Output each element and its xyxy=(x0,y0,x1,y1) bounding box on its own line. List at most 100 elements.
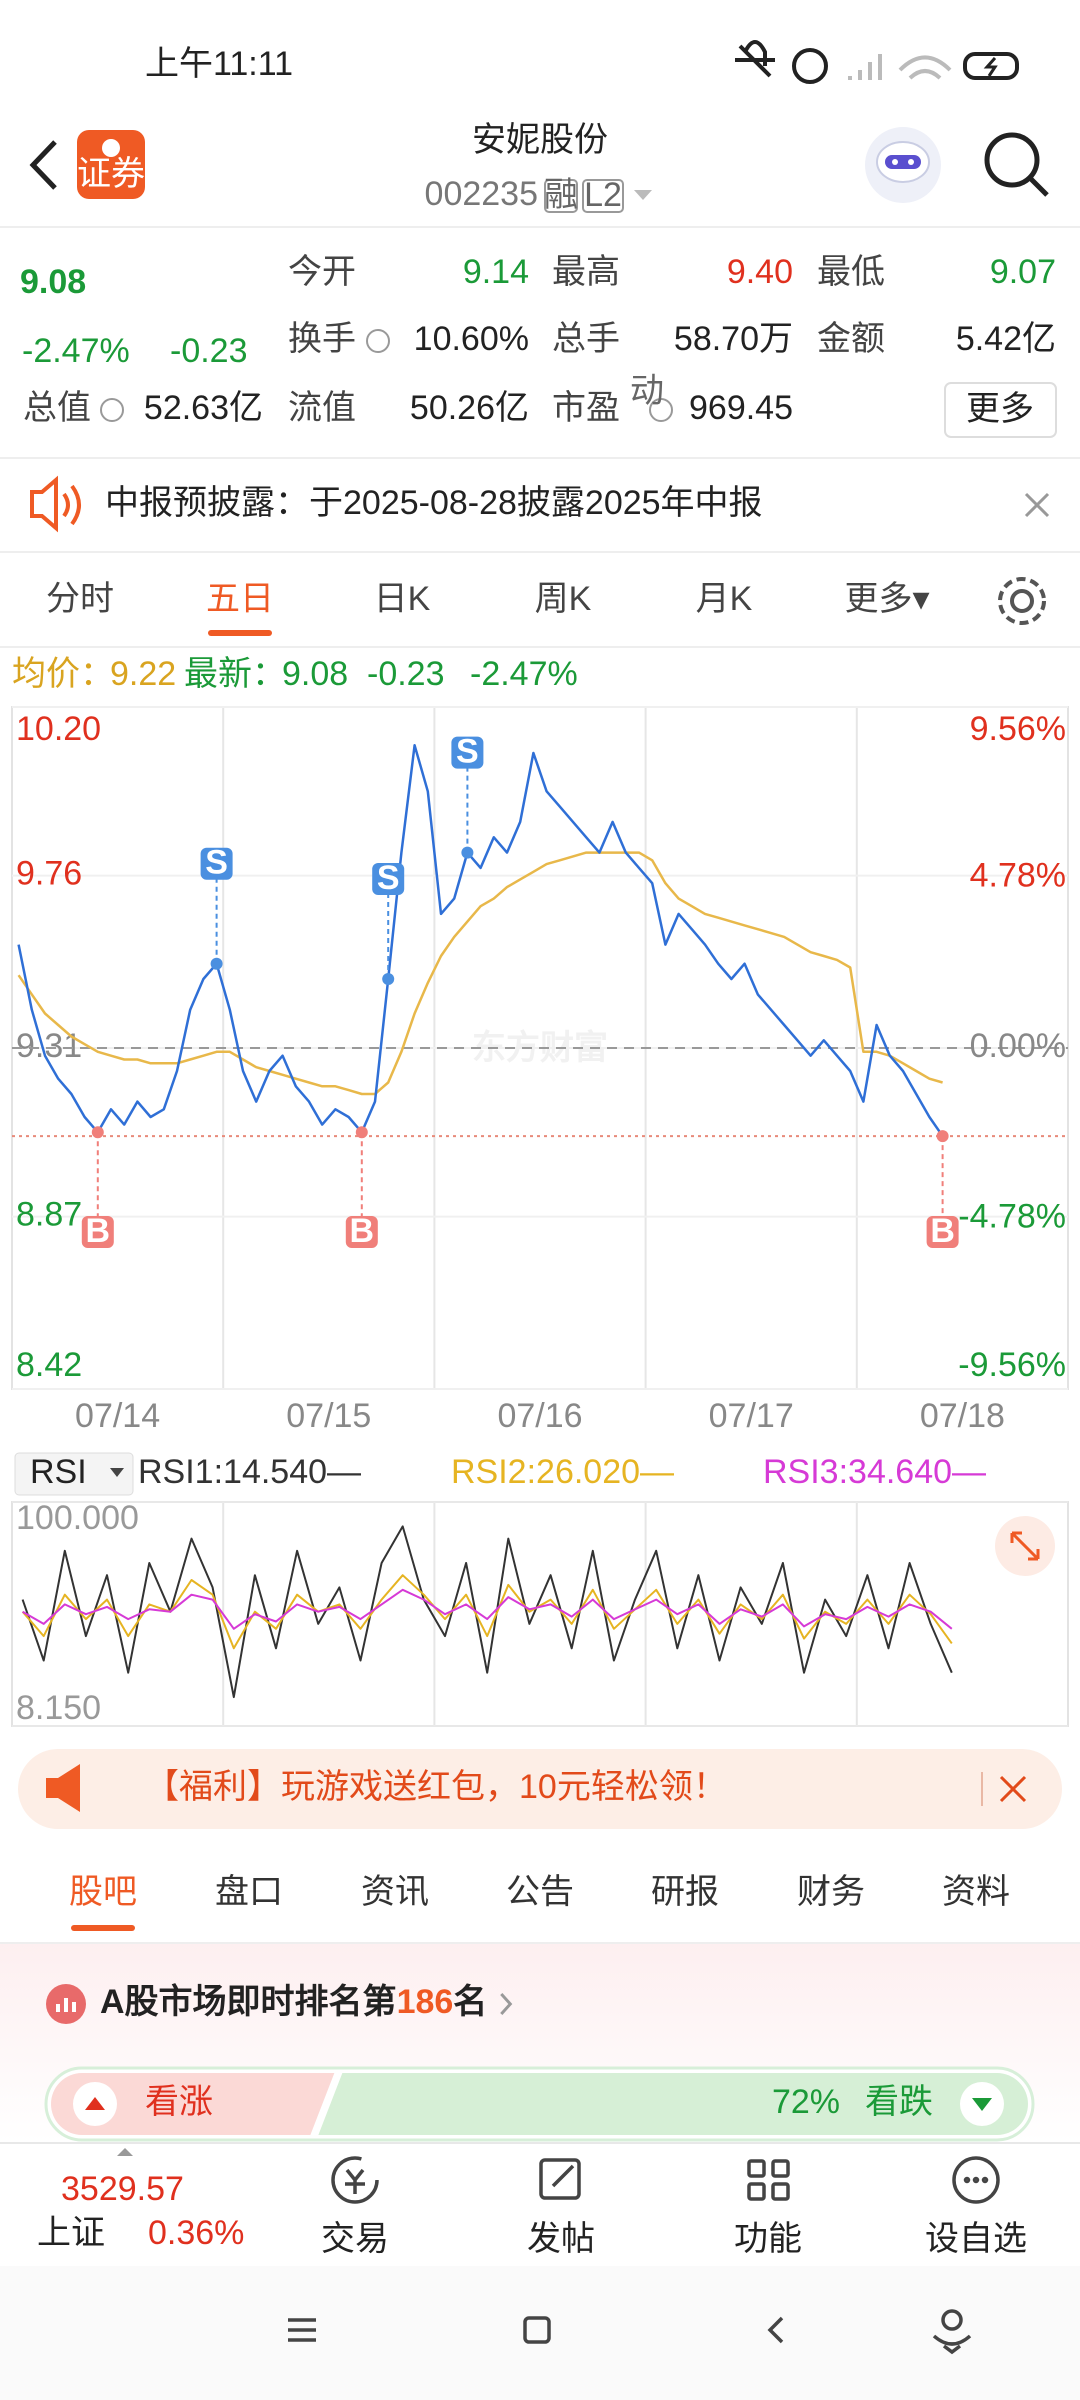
signal-badge[interactable] xyxy=(926,1216,959,1248)
info-avg-label: 均价： xyxy=(12,655,114,693)
ad-banner[interactable] xyxy=(18,1749,1062,1829)
nav-item[interactable]: 发帖 xyxy=(527,2220,595,2258)
nav-item[interactable]: 交易 xyxy=(321,2220,389,2258)
ad-text: 【福利】玩游戏送红包，10元轻松领！ xyxy=(145,1768,727,1806)
y-tick-label: 9.76 xyxy=(16,855,82,893)
y-tick-label: 9.31 xyxy=(16,1027,82,1065)
content-tab[interactable]: 研报 xyxy=(651,1873,719,1911)
content-tab[interactable]: 公告 xyxy=(506,1873,574,1911)
quote-label: 最低 xyxy=(817,253,885,291)
quote-label: 金额 xyxy=(817,320,885,358)
vote-bull-bar[interactable] xyxy=(51,2073,335,2135)
signal-point xyxy=(355,1126,368,1139)
chart-tab[interactable]: 月K xyxy=(696,580,753,618)
stock-name: 安妮股份 xyxy=(472,121,608,159)
index-value[interactable]: 3529.57 xyxy=(61,2170,184,2208)
last-price: 9.08 xyxy=(20,263,86,301)
divider xyxy=(0,2142,1080,2144)
signal-badge[interactable] xyxy=(200,847,233,880)
rank-icon-bars xyxy=(56,1998,76,2012)
assistant-avatar[interactable] xyxy=(865,127,941,203)
quote-value: 5.42亿 xyxy=(956,320,1056,358)
info-change: -0.23 xyxy=(367,655,445,693)
selector-caret xyxy=(110,1468,124,1477)
chart-tab[interactable]: 五日 xyxy=(206,580,274,618)
notice-text: 中报预披露：于2025-08-28披露2025年中报 xyxy=(105,484,763,522)
nav-item[interactable]: 设自选 xyxy=(925,2220,1027,2258)
content-tab[interactable]: 资料 xyxy=(942,1873,1010,1911)
signal-badge[interactable] xyxy=(451,736,484,769)
divider xyxy=(0,457,1080,459)
x-tick-label: 07/14 xyxy=(75,1397,160,1435)
divider xyxy=(0,551,1080,553)
more-button[interactable] xyxy=(944,382,1057,438)
stock-code: 002235 xyxy=(425,175,538,213)
nav-item[interactable]: 功能 xyxy=(734,2220,802,2258)
signal-label: B xyxy=(86,1212,111,1250)
divider xyxy=(0,1942,1080,1944)
signal-badge[interactable] xyxy=(345,1216,378,1248)
tag-margin: 融 xyxy=(544,176,578,214)
nav-icons xyxy=(331,2156,1000,2204)
quote-label: 总值 xyxy=(23,389,91,427)
index-name: 上证 xyxy=(37,2214,105,2252)
app-logo[interactable] xyxy=(77,130,145,199)
index-change: 0.36% xyxy=(148,2214,244,2252)
settings-button[interactable] xyxy=(998,577,1046,625)
expand-icon xyxy=(1010,1531,1040,1561)
chart-tab[interactable]: 更多▾ xyxy=(844,580,929,618)
signal-badge[interactable] xyxy=(81,1216,114,1248)
quote-value: 969.45 xyxy=(689,389,793,427)
rank-number: 186 xyxy=(397,1983,454,2021)
tab-indicator xyxy=(208,630,272,636)
search-button[interactable] xyxy=(984,132,1049,197)
content-tab[interactable]: 盘口 xyxy=(215,1873,283,1911)
indicator-selector[interactable] xyxy=(14,1452,134,1496)
chart-tab[interactable]: 周K xyxy=(535,580,592,618)
chart-tab[interactable]: 分时 xyxy=(46,580,114,618)
x-tick-label: 07/15 xyxy=(286,1397,371,1435)
legend-entry: RSI3:34.640— xyxy=(763,1453,986,1491)
signal-label: S xyxy=(456,733,479,771)
signal-badge[interactable] xyxy=(372,863,405,896)
more-button-label: 更多 xyxy=(966,390,1034,428)
tag-l2: L2 xyxy=(584,176,622,214)
index-caret xyxy=(117,2148,133,2156)
rsi-selector[interactable]: RSI xyxy=(30,1453,87,1491)
system-nav-buttons[interactable] xyxy=(288,2309,972,2355)
code-dropdown[interactable] xyxy=(634,190,652,200)
y2-tick-label: 0.00% xyxy=(970,1027,1066,1065)
content-tab[interactable]: 资讯 xyxy=(361,1873,429,1911)
vote-bear-bar[interactable] xyxy=(318,2073,1028,2135)
info-last: 9.08 xyxy=(282,655,348,693)
info-icons xyxy=(100,329,673,422)
rank-text[interactable]: A股市场即时排名第186名 xyxy=(100,1982,487,2021)
status-icons xyxy=(735,40,1019,84)
content-tab[interactable]: 财务 xyxy=(797,1873,865,1911)
content-tab[interactable]: 股吧 xyxy=(69,1873,137,1911)
quote-value: 50.26亿 xyxy=(410,389,529,427)
notice-close[interactable] xyxy=(1024,492,1050,518)
quote-label: 换手 xyxy=(288,320,356,358)
bear-arrow xyxy=(972,2098,992,2111)
ad-close[interactable] xyxy=(999,1775,1027,1803)
signal-label: B xyxy=(930,1212,955,1250)
y2-tick-label: -9.56% xyxy=(958,1346,1066,1384)
change-pct: -2.47% xyxy=(22,332,130,370)
legend-entry: RSI1:14.540— xyxy=(138,1453,361,1491)
logo-mark xyxy=(102,139,120,157)
bear-pct: 72% xyxy=(772,2083,840,2121)
back-button[interactable] xyxy=(29,140,57,190)
chart-tab[interactable]: 日K xyxy=(374,580,431,618)
series-line xyxy=(21,1525,953,1699)
ad-icon xyxy=(46,1764,80,1812)
info-last-label: 最新： xyxy=(184,655,286,693)
series-line xyxy=(17,851,943,1096)
rsi-tick-label: 8.150 xyxy=(16,1689,101,1727)
signal-point xyxy=(936,1130,949,1143)
info-avg: 9.22 xyxy=(110,655,176,693)
quote-value: 9.07 xyxy=(990,253,1056,291)
signal-label: S xyxy=(205,844,228,882)
signal-point xyxy=(461,846,474,859)
